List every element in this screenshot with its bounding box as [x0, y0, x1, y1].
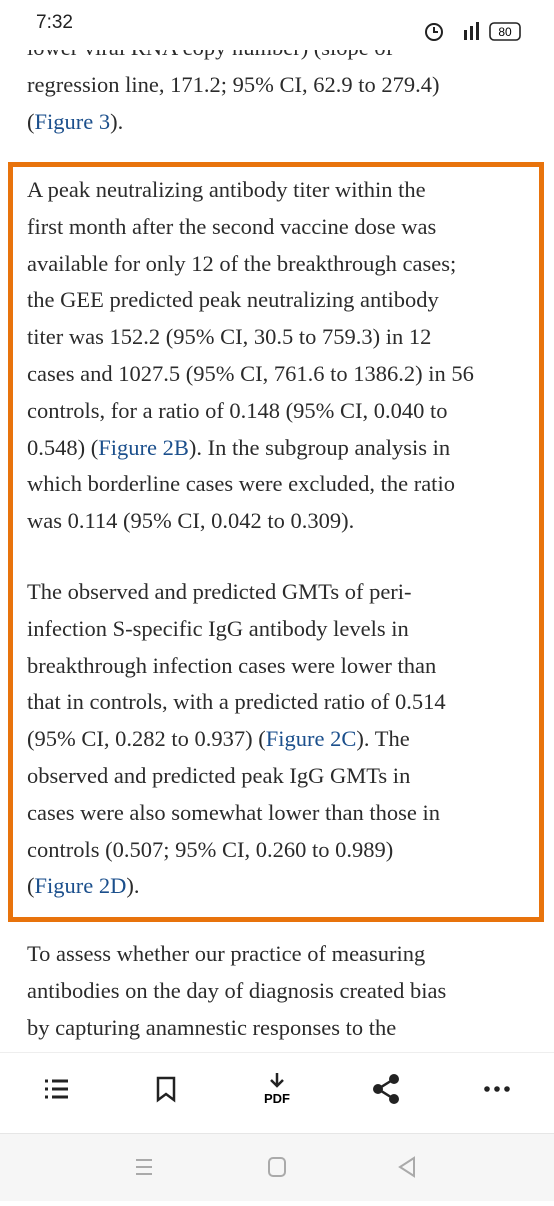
contents-button[interactable]	[45, 1079, 68, 1099]
text-line: regression line, 171.2; 95% CI, 62.9 to …	[27, 70, 439, 100]
text: which borderline cases were excluded, th…	[27, 471, 455, 497]
text-line: breakthrough infection cases were lower …	[27, 651, 436, 681]
status-icons: 80	[425, 22, 521, 41]
text-line: titer was 152.2 (95% CI, 30.5 to 759.3) …	[27, 322, 431, 352]
time: 7:32	[36, 12, 73, 33]
text: To assess whether our practice of measur…	[27, 941, 426, 966]
text-line: (95% CI, 0.282 to 0.937) (Figure 2C). Th…	[27, 724, 410, 754]
text: by capturing anamnestic responses to the	[27, 1014, 397, 1040]
text-line: cases were also somewhat lower than thos…	[27, 798, 440, 828]
text: first month after the second vaccine dos…	[27, 213, 437, 239]
figure-link[interactable]: Figure 2D	[34, 873, 127, 899]
figure-link[interactable]: Figure 2C	[265, 726, 357, 752]
text-line: To assess whether our practice of measur…	[27, 939, 425, 969]
text-line: available for only 12 of the breakthroug…	[27, 249, 456, 279]
back-key[interactable]	[398, 1156, 415, 1178]
text-line: A peak neutralizing antibody titer withi…	[27, 175, 426, 205]
nav-bar	[0, 1133, 554, 1201]
highlight-box	[8, 162, 544, 922]
text-line: antibodies on the day of diagnosis creat…	[27, 976, 446, 1006]
text: controls, for a ratio of 0.148 (95% CI, …	[27, 397, 448, 423]
text: was 0.114 (95% CI, 0.042 to 0.309).	[27, 508, 355, 534]
home-key[interactable]	[268, 1157, 286, 1177]
more-button[interactable]	[484, 1086, 510, 1092]
text: 0.548) (	[27, 434, 99, 460]
text: ). In the subgroup analysis in	[188, 434, 451, 460]
share-button[interactable]	[373, 1074, 399, 1104]
text: ).	[110, 108, 124, 134]
pdf-button[interactable]: PDF	[264, 1073, 290, 1106]
text-line: controls (0.507; 95% CI, 0.260 to 0.989)	[27, 835, 393, 865]
toolbar: PDF	[0, 1052, 554, 1133]
text: antibodies on the day of diagnosis creat…	[27, 977, 447, 1003]
text: controls (0.507; 95% CI, 0.260 to 0.989)	[27, 836, 394, 862]
text: ).	[126, 873, 140, 899]
text-line: cases and 1027.5 (95% CI, 761.6 to 1386.…	[27, 359, 474, 389]
text-line: which borderline cases were excluded, th…	[27, 469, 455, 499]
text-line: was 0.114 (95% CI, 0.042 to 0.309).	[27, 506, 354, 536]
text: the GEE predicted peak neutralizing anti…	[27, 287, 439, 313]
text-line: observed and predicted peak IgG GMTs in	[27, 761, 410, 791]
text-line: the GEE predicted peak neutralizing anti…	[27, 285, 439, 315]
text: titer was 152.2 (95% CI, 30.5 to 759.3) …	[27, 324, 432, 350]
text: ). The	[356, 726, 410, 752]
status-bar: 7:32 80	[0, 0, 554, 50]
text-line: (Figure 2D).	[27, 871, 140, 901]
text-line: The observed and predicted GMTs of peri-	[27, 577, 412, 607]
text-line: (Figure 3).	[27, 107, 123, 137]
text: regression line, 171.2; 95% CI, 62.9 to …	[27, 71, 440, 97]
text: cases and 1027.5 (95% CI, 761.6 to 1386.…	[27, 361, 474, 386]
text-line: controls, for a ratio of 0.148 (95% CI, …	[27, 396, 448, 426]
figure-link[interactable]: Figure 3	[34, 108, 111, 134]
text: (	[27, 108, 35, 134]
bookmark-button[interactable]	[156, 1076, 176, 1103]
nav-icons	[136, 1156, 415, 1178]
text: (95% CI, 0.282 to 0.937) (	[27, 726, 266, 752]
text: (	[27, 873, 35, 899]
text: A peak neutralizing antibody titer withi…	[27, 177, 426, 202]
text: observed and predicted peak IgG GMTs in	[27, 763, 411, 788]
text: that in controls, with a predicted ratio…	[27, 689, 446, 715]
text-line: infection S-specific IgG antibody levels…	[27, 614, 409, 644]
text-line: by capturing anamnestic responses to the	[27, 1013, 396, 1043]
menu-key[interactable]	[136, 1159, 152, 1175]
text: available for only 12 of the breakthroug…	[27, 250, 457, 276]
toolbar-icons: PDF	[45, 1073, 510, 1106]
pdf-label: PDF	[264, 1091, 290, 1106]
text-line: 0.548) (Figure 2B). In the subgroup anal…	[27, 433, 450, 463]
figure-link[interactable]: Figure 2B	[98, 434, 189, 460]
text: The observed and predicted GMTs of peri-	[27, 579, 412, 604]
text: breakthrough infection cases were lower …	[27, 652, 437, 678]
text: cases were also somewhat lower than thos…	[27, 799, 440, 825]
text-line: first month after the second vaccine dos…	[27, 212, 436, 242]
text: infection S-specific IgG antibody levels…	[27, 615, 409, 641]
text-line: that in controls, with a predicted ratio…	[27, 687, 446, 717]
battery: 80	[498, 25, 512, 39]
